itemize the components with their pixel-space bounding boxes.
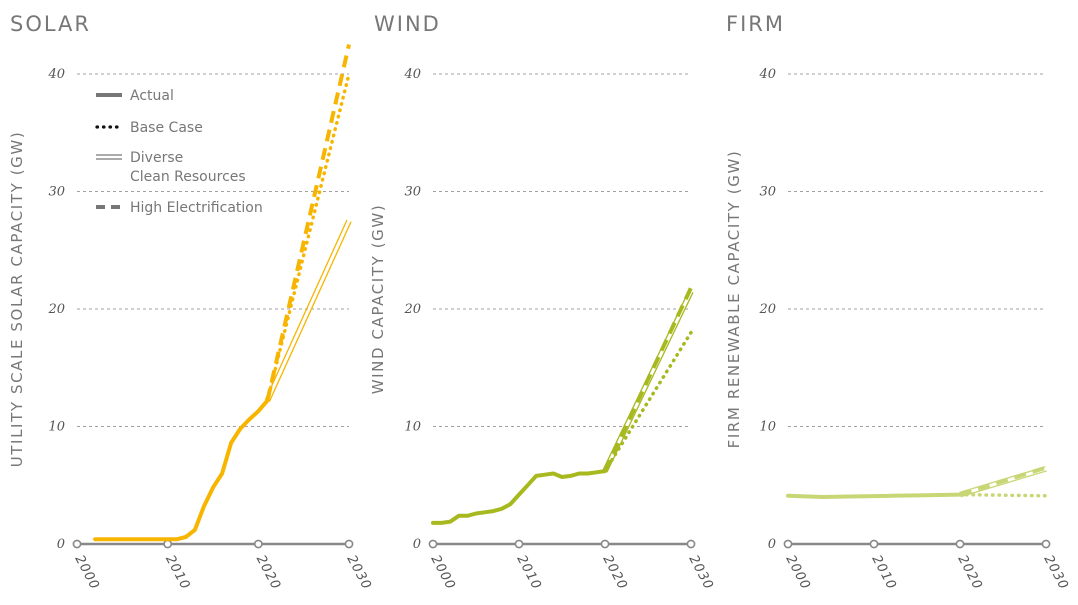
- solar-ytick-label: 40: [47, 67, 65, 82]
- solar-ytick-label: 0: [57, 537, 65, 552]
- solar-series-high-electrification: [265, 44, 351, 402]
- solar-title: SOLAR: [10, 12, 91, 36]
- legend-item-base-case-label: Base Case: [130, 120, 203, 136]
- wind-xtick-label: 2000: [427, 553, 458, 593]
- firm-xtick-mark: [1041, 539, 1051, 549]
- firm-title: FIRM: [726, 12, 785, 36]
- wind-series-high-electrification: [603, 286, 693, 472]
- solar-series-actual: [93, 398, 270, 542]
- solar-ytick-label: 20: [47, 302, 65, 317]
- wind-ylabel: WIND CAPACITY (GW): [369, 204, 387, 395]
- solar-ylabel: UTILITY SCALE SOLAR CAPACITY (GW): [8, 131, 26, 468]
- wind-ytick-label: 20: [403, 302, 421, 317]
- legend-item-actual-label: Actual: [130, 88, 174, 104]
- solar-series-diverse-clean-resources-stroke: [268, 221, 352, 402]
- solar-xtick-mark: [253, 539, 263, 549]
- firm-series-diverse-clean-resources-stroke: [960, 470, 1047, 498]
- solar-xtick-label: 2020: [253, 553, 284, 593]
- solar-xtick-label: 2000: [71, 553, 102, 593]
- wind-series-actual: [431, 469, 607, 525]
- solar-xtick-label: 2030: [343, 553, 374, 593]
- firm-series-high-electrification: [959, 465, 1047, 497]
- firm-xtick-mark: [955, 539, 965, 549]
- wind-xtick-mark: [514, 539, 524, 549]
- solar-xtick-mark: [72, 539, 82, 549]
- solar-ytick-label: 10: [48, 420, 65, 435]
- firm-ytick-label: 0: [768, 537, 776, 552]
- legend-item-diverse-clean-resources: Diverse Clean Resources: [96, 150, 246, 185]
- solar-ytick-label: 30: [48, 185, 65, 200]
- firm-ytick-label: 20: [758, 302, 776, 317]
- firm-xtick-label: 2000: [782, 553, 813, 593]
- solar-xtick-mark: [163, 539, 173, 549]
- legend-item-base-case: Base Case: [95, 120, 203, 136]
- legend-item-high-electrification-label: High Electrification: [130, 200, 263, 216]
- firm-xtick-mark: [783, 539, 793, 549]
- wind-xtick-label: 2010: [513, 553, 544, 593]
- firm-series-base-case: [958, 492, 1048, 498]
- firm-ytick-label: 40: [758, 67, 776, 82]
- legend-item-diverse-clean-resources-label: Diverse Clean Resources: [130, 150, 246, 185]
- solar-panel: SOLAR UTILITY SCALE SOLAR CAPACITY (GW) 0 1…: [8, 12, 374, 593]
- firm-xtick-mark: [869, 539, 879, 549]
- solar-series-base-case: [265, 72, 351, 403]
- wind-xtick-mark: [428, 539, 438, 549]
- wind-xtick-mark: [686, 539, 696, 549]
- wind-xtick-mark: [600, 539, 610, 549]
- solar-series-diverse-clean-resources-stroke: [264, 219, 348, 401]
- wind-title: WIND: [374, 12, 441, 36]
- firm-xtick-label: 2030: [1040, 553, 1071, 593]
- wind-ytick-label: 0: [413, 537, 421, 552]
- wind-xtick-label: 2020: [599, 553, 630, 593]
- wind-series-diverse-clean-resources-stroke: [606, 292, 694, 473]
- wind-xtick-label: 2030: [685, 553, 716, 593]
- solar-xtick-label: 2010: [162, 553, 193, 593]
- firm-xtick-label: 2010: [868, 553, 899, 593]
- firm-ylabel: FIRM RENEWABLE CAPACITY (GW): [725, 150, 743, 449]
- wind-ytick-label: 40: [403, 67, 421, 82]
- firm-ytick-label: 10: [759, 420, 776, 435]
- wind-series-base-case: [603, 330, 693, 473]
- firm-series-actual: [786, 492, 962, 499]
- firm-ytick-label: 30: [759, 185, 776, 200]
- solar-xtick-mark: [344, 539, 354, 549]
- solar-series-diverse-clean-resources: [264, 219, 352, 402]
- wind-ytick-label: 30: [404, 185, 421, 200]
- legend-item-high-electrification: High Electrification: [96, 200, 263, 216]
- legend: Actual Base Case Diverse Clean Resources Hig…: [95, 88, 263, 216]
- firm-xtick-label: 2020: [954, 553, 985, 593]
- wind-ytick-label: 10: [404, 420, 421, 435]
- legend-item-actual: Actual: [96, 88, 174, 104]
